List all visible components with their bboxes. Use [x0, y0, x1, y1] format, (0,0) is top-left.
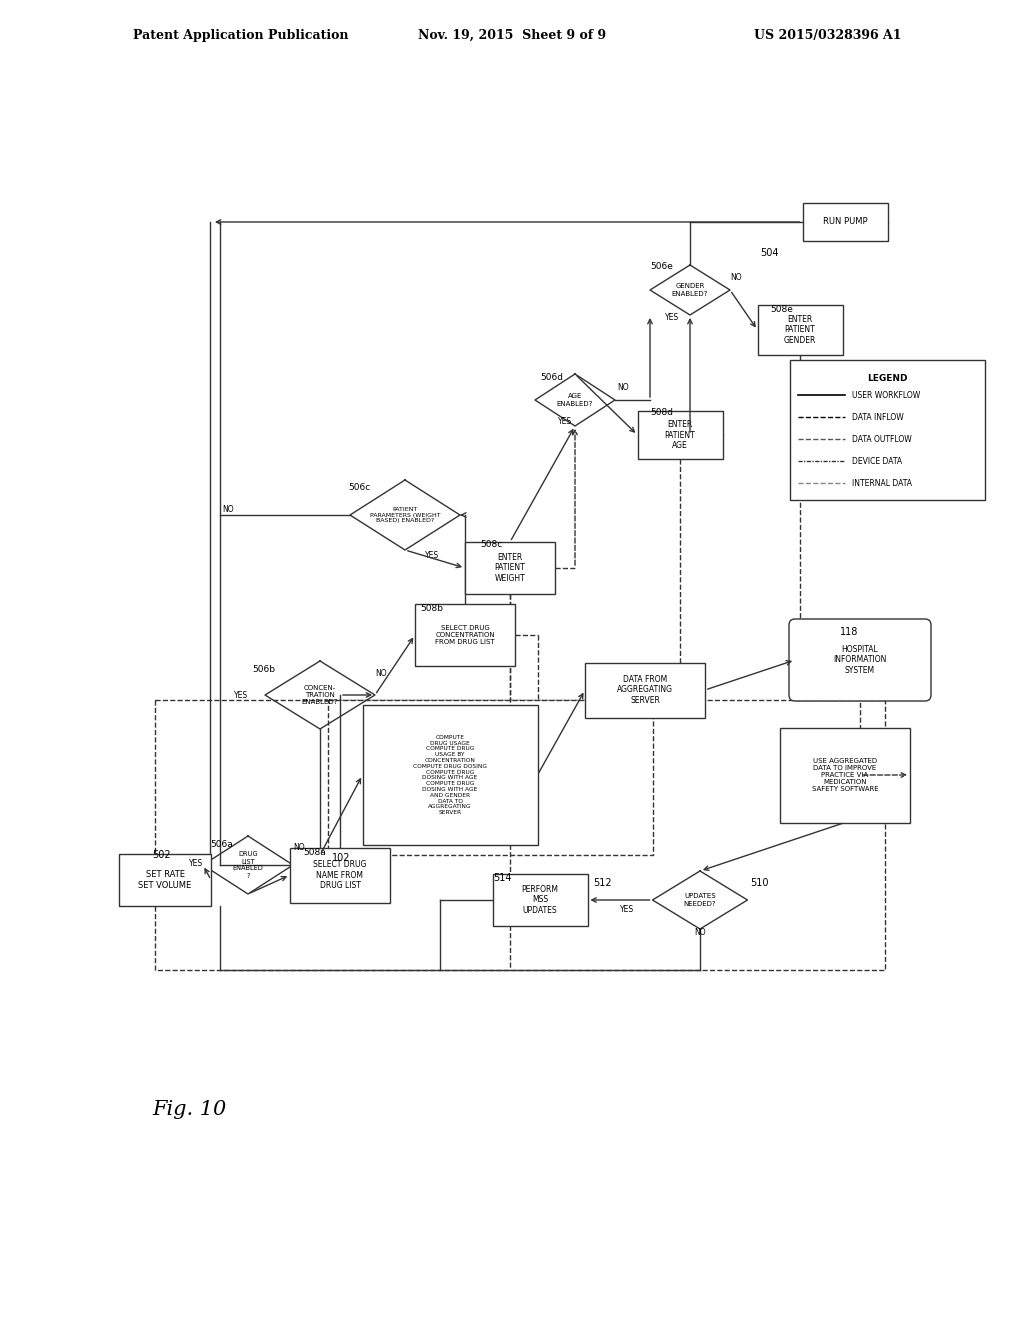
Text: INTERNAL DATA: INTERNAL DATA: [852, 479, 912, 487]
Text: Nov. 19, 2015  Sheet 9 of 9: Nov. 19, 2015 Sheet 9 of 9: [418, 29, 606, 42]
Text: 510: 510: [750, 878, 768, 888]
Text: 504: 504: [760, 248, 778, 257]
Bar: [638, 411, 723, 459]
FancyBboxPatch shape: [790, 619, 931, 701]
Bar: [780, 727, 910, 822]
Text: 506e: 506e: [650, 261, 673, 271]
Text: UPDATES
NEEDED?: UPDATES NEEDED?: [684, 894, 717, 907]
Text: NO: NO: [617, 384, 629, 392]
Text: HOSPITAL
INFORMATION
SYSTEM: HOSPITAL INFORMATION SYSTEM: [834, 645, 887, 675]
Text: YES: YES: [665, 314, 679, 322]
Text: DATA OUTFLOW: DATA OUTFLOW: [852, 434, 911, 444]
Text: 514: 514: [493, 873, 512, 883]
Bar: [790, 360, 985, 500]
Text: 506d: 506d: [540, 374, 563, 381]
Text: DRUG
LIST
ENABLED
?: DRUG LIST ENABLED ?: [232, 851, 263, 879]
Text: USE AGGREGATED
DATA TO IMPROVE
PRACTICE VIA
MEDICATION
SAFETY SOFTWARE: USE AGGREGATED DATA TO IMPROVE PRACTICE …: [812, 758, 879, 792]
Text: 508a: 508a: [303, 847, 326, 857]
Text: 508c: 508c: [480, 540, 502, 549]
Bar: [803, 203, 888, 242]
Text: 506c: 506c: [348, 483, 371, 492]
Text: YES: YES: [558, 417, 572, 426]
Text: AGE
ENABLED?: AGE ENABLED?: [557, 393, 593, 407]
Text: ENTER
PATIENT
AGE: ENTER PATIENT AGE: [665, 420, 695, 450]
Text: 508b: 508b: [420, 605, 443, 612]
Text: ENTER
PATIENT
WEIGHT: ENTER PATIENT WEIGHT: [495, 553, 525, 583]
Bar: [155, 700, 885, 970]
Text: 508e: 508e: [770, 305, 793, 314]
Text: SELECT DRUG
NAME FROM
DRUG LIST: SELECT DRUG NAME FROM DRUG LIST: [313, 861, 367, 890]
Bar: [415, 605, 515, 667]
Text: PERFORM
MSS
UPDATES: PERFORM MSS UPDATES: [521, 886, 558, 915]
Text: 118: 118: [840, 627, 858, 638]
Text: 102: 102: [332, 853, 350, 863]
Text: NO: NO: [730, 272, 741, 281]
Text: DATA INFLOW: DATA INFLOW: [852, 412, 904, 421]
Bar: [290, 847, 390, 903]
Text: NO: NO: [222, 506, 233, 515]
Text: CONCEN-
TRATION
ENABLED?: CONCEN- TRATION ENABLED?: [302, 685, 338, 705]
Bar: [328, 700, 653, 855]
Text: 508d: 508d: [650, 408, 673, 417]
Bar: [585, 663, 705, 718]
Bar: [465, 543, 555, 594]
Bar: [119, 854, 211, 906]
Text: USER WORKFLOW: USER WORKFLOW: [852, 391, 921, 400]
Text: Fig. 10: Fig. 10: [152, 1100, 226, 1119]
Text: YES: YES: [620, 906, 634, 915]
Bar: [493, 874, 588, 927]
Text: COMPUTE
DRUG USAGE
COMPUTE DRUG
USAGE BY
CONCENTRATION
COMPUTE DRUG DOSING
COMPU: COMPUTE DRUG USAGE COMPUTE DRUG USAGE BY…: [413, 735, 487, 816]
Text: PATIENT
PARAMETERS (WEIGHT
BASED) ENABLED?: PATIENT PARAMETERS (WEIGHT BASED) ENABLE…: [370, 507, 440, 523]
Bar: [362, 705, 538, 845]
Text: Patent Application Publication: Patent Application Publication: [133, 29, 348, 42]
Text: DATA FROM
AGGREGATING
SERVER: DATA FROM AGGREGATING SERVER: [617, 675, 673, 705]
Text: NO: NO: [375, 668, 387, 677]
Text: 502: 502: [152, 850, 171, 861]
Text: ENTER
PATIENT
GENDER: ENTER PATIENT GENDER: [783, 315, 816, 345]
Text: RUN PUMP: RUN PUMP: [822, 218, 867, 227]
Text: SET RATE
SET VOLUME: SET RATE SET VOLUME: [138, 870, 191, 890]
Text: NO: NO: [293, 843, 304, 853]
Text: GENDER
ENABLED?: GENDER ENABLED?: [672, 284, 709, 297]
Text: LEGEND: LEGEND: [867, 374, 907, 383]
Text: YES: YES: [425, 550, 439, 560]
Text: 506a: 506a: [210, 840, 232, 849]
Text: DEVICE DATA: DEVICE DATA: [852, 457, 902, 466]
Text: NO: NO: [694, 928, 706, 937]
Text: 512: 512: [593, 878, 611, 888]
Text: YES: YES: [188, 858, 203, 867]
Text: SELECT DRUG
CONCENTRATION
FROM DRUG LIST: SELECT DRUG CONCENTRATION FROM DRUG LIST: [435, 624, 495, 645]
Text: YES: YES: [233, 690, 248, 700]
Text: 506b: 506b: [252, 665, 275, 675]
Bar: [758, 305, 843, 355]
Text: US 2015/0328396 A1: US 2015/0328396 A1: [754, 29, 901, 42]
